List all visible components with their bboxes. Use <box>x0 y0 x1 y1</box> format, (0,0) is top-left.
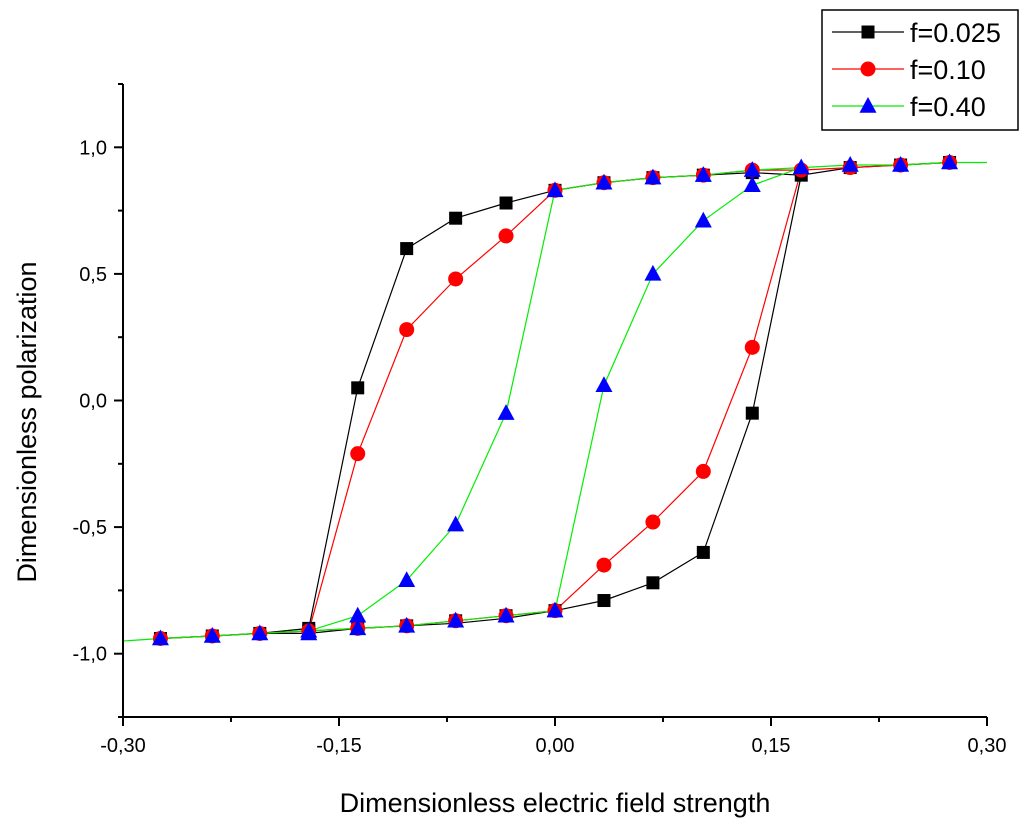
series-3-point <box>743 161 761 177</box>
series-3-point <box>595 376 613 393</box>
series-3-point <box>251 624 269 641</box>
series-1-point <box>499 196 513 210</box>
series-3-point <box>892 156 910 172</box>
legend-marker <box>861 25 875 39</box>
legend-marker <box>859 97 877 113</box>
series-1-point <box>696 545 710 559</box>
y-tick-label: 0,0 <box>79 391 107 413</box>
series-3-point <box>398 616 416 633</box>
y-tick-label: 0,5 <box>79 264 107 286</box>
legend: f=0.025 f=0.10 f=0.40 <box>821 9 1019 131</box>
series-3-point <box>300 621 318 638</box>
y-axis-title: Dimensionless polarization <box>12 261 42 582</box>
series-3-point <box>841 156 859 172</box>
y-tick-label: -0,5 <box>73 517 107 539</box>
legend-label: f=0.40 <box>910 92 986 122</box>
series-line-1 <box>160 161 950 640</box>
series-3-point <box>595 173 613 190</box>
series-1-point <box>646 576 660 590</box>
series-3-point <box>447 515 465 532</box>
x-tick-label: -0,15 <box>316 735 362 757</box>
series-1-point <box>449 211 463 225</box>
series-3-point <box>546 601 564 618</box>
series-3-point <box>497 404 515 420</box>
series-3-point <box>546 181 564 198</box>
legend-box <box>821 9 1019 131</box>
series-2-point <box>645 514 661 530</box>
series-3-point <box>151 629 169 646</box>
series-line-2 <box>160 161 950 640</box>
axes-layer: -0,30 -0,15 0,00 0,15 0,30 -1,0 -0,5 0,0 0,5 1,0 <box>73 83 1007 757</box>
y-tick-label: -1,0 <box>73 644 107 666</box>
series-2-point <box>744 339 760 355</box>
legend-label: f=0.10 <box>910 55 986 85</box>
series-3-point <box>398 571 416 588</box>
y-tick-label: 1,0 <box>79 137 107 159</box>
series-1-point <box>597 594 611 608</box>
series-2-point <box>695 463 711 479</box>
legend-marker <box>860 61 876 77</box>
marker-layer <box>151 153 959 647</box>
series-3-point <box>497 606 515 623</box>
series-3-point <box>644 168 662 185</box>
series-3-point <box>694 211 712 228</box>
series-2-point <box>498 228 514 244</box>
series-3-point <box>203 626 221 643</box>
x-axis-title: Dimensionless electric field strength <box>340 788 771 818</box>
series-1-point <box>745 406 759 420</box>
series-3-point <box>743 176 761 193</box>
series-1-point <box>400 242 414 256</box>
series-3-point <box>792 158 810 175</box>
series-3-point <box>447 611 465 628</box>
series-3-point <box>349 619 367 636</box>
series-1-point <box>351 381 365 395</box>
series-3-point <box>644 264 662 281</box>
series-layer <box>122 161 987 642</box>
x-tick-label: 0,00 <box>536 735 575 757</box>
series-3-point <box>941 153 959 170</box>
legend-label: f=0.025 <box>910 18 1001 48</box>
series-line-3 <box>122 161 987 642</box>
x-tick-label: 0,30 <box>968 735 1007 757</box>
series-3-point <box>694 166 712 182</box>
series-2-point <box>350 446 366 462</box>
x-tick-label: -0,30 <box>100 735 146 757</box>
series-2-point <box>596 557 612 573</box>
x-tick-label: 0,15 <box>752 735 791 757</box>
series-2-point <box>399 322 415 338</box>
series-2-point <box>448 271 464 287</box>
series-3-point <box>349 606 367 623</box>
